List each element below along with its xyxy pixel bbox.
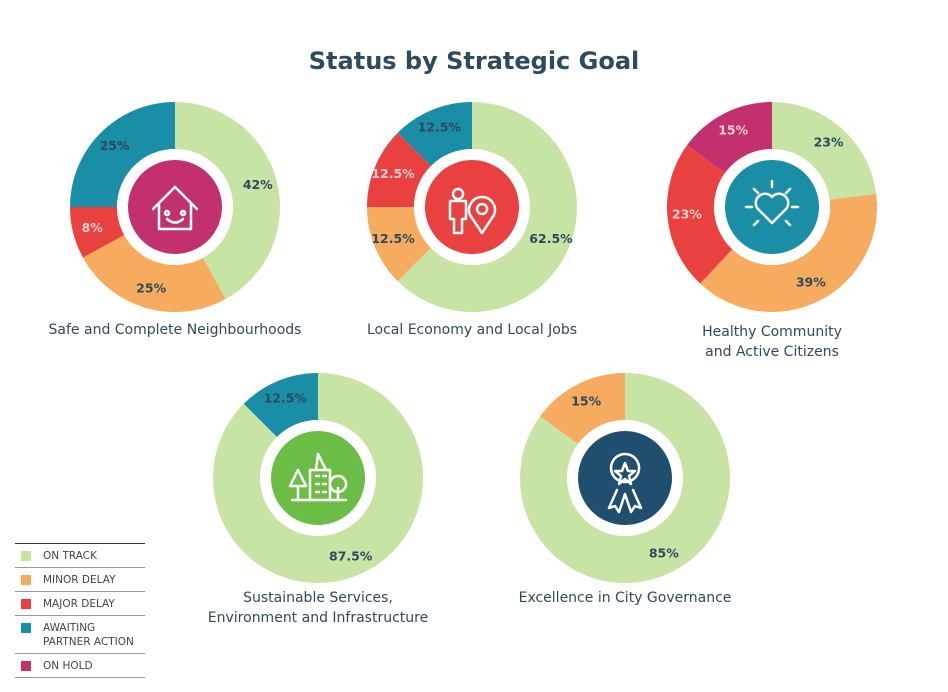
goal-icon <box>607 452 643 514</box>
value-label: 87.5% <box>329 548 373 563</box>
legend-label: ON HOLD <box>43 660 93 672</box>
goal-icon <box>288 452 348 502</box>
donut-segment <box>397 102 578 312</box>
legend-swatch <box>21 575 31 585</box>
value-label: 12.5% <box>418 120 462 135</box>
donut-segment <box>700 193 877 312</box>
donut-segment <box>667 145 733 284</box>
chart-title: Healthy Community <box>702 324 842 340</box>
legend-item: ON HOLD <box>15 654 145 678</box>
page-title: Status by Strategic Goal <box>309 47 639 75</box>
goal-icon-bg <box>425 160 519 254</box>
chart-title: Local Economy and Local Jobs <box>367 322 577 338</box>
goal-icon-bg <box>271 431 365 525</box>
legend-swatch <box>21 551 31 561</box>
legend-swatch <box>21 599 31 609</box>
donut-segment <box>367 207 431 282</box>
value-label: 15% <box>571 393 601 408</box>
donut-segment <box>520 373 730 583</box>
goal-icon-bg <box>128 160 222 254</box>
chart-title: and Active Citizens <box>705 344 839 360</box>
value-label: 62.5% <box>529 231 573 246</box>
chart-title: Excellence in City Governance <box>519 590 732 606</box>
value-label: 85% <box>649 546 679 561</box>
legend-item: MAJOR DELAY <box>15 592 145 616</box>
goal-icon <box>744 179 800 227</box>
goal-icon <box>151 185 199 231</box>
donut-segment <box>772 102 877 200</box>
legend: ON TRACK MINOR DELAY MAJOR DELAY AWAITING P… <box>15 543 145 678</box>
value-label: 39% <box>796 275 826 290</box>
value-label: 12.5% <box>371 231 415 246</box>
value-label: 25% <box>136 281 166 296</box>
legend-item: MINOR DELAY <box>15 568 145 592</box>
legend-item: AWAITING PARTNER ACTION <box>15 616 145 654</box>
goal-icon <box>448 187 497 235</box>
donut-segment <box>540 373 625 444</box>
legend-label: AWAITING PARTNER ACTION <box>43 622 134 648</box>
legend-label: MINOR DELAY <box>43 574 116 586</box>
goal-icon-bg <box>725 160 819 254</box>
chart-title: Safe and Complete Neighbourhoods <box>49 322 302 338</box>
value-label: 12.5% <box>264 391 308 406</box>
value-label: 23% <box>814 134 844 149</box>
legend-label: MAJOR DELAY <box>43 598 115 610</box>
legend-label: ON TRACK <box>43 550 97 562</box>
legend-item: ON TRACK <box>15 544 145 568</box>
value-label: 15% <box>718 122 748 137</box>
donut-segment <box>397 102 472 166</box>
donut-segment <box>70 207 125 258</box>
value-label: 8% <box>82 220 104 235</box>
donut-segment <box>243 373 318 437</box>
donut-segment <box>175 102 280 300</box>
legend-swatch <box>21 623 31 633</box>
value-label: 42% <box>243 177 273 192</box>
donut-segment <box>687 102 772 173</box>
chart-title: Environment and Infrastructure <box>208 610 428 626</box>
donut-segment <box>82 234 226 312</box>
donut-segment <box>70 102 175 207</box>
value-label: 25% <box>100 138 130 153</box>
donut-segment <box>367 132 431 207</box>
legend-swatch <box>21 661 31 671</box>
value-label: 12.5% <box>371 166 415 181</box>
value-label: 23% <box>672 207 702 222</box>
chart-title: Sustainable Services, <box>243 590 393 606</box>
